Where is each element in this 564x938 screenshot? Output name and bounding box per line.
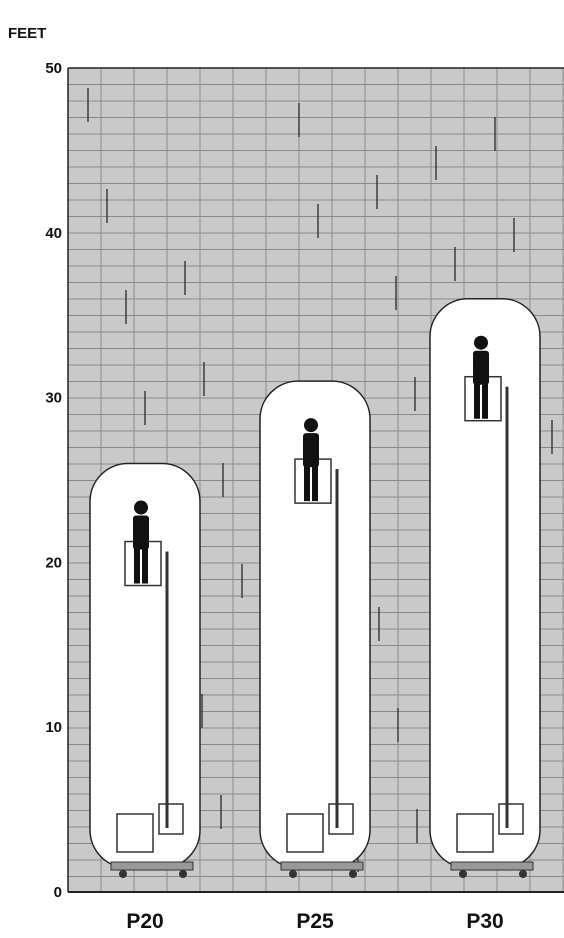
wheel-icon xyxy=(179,870,187,878)
bar-p30 xyxy=(429,297,541,878)
lift-control-box-icon xyxy=(498,803,524,835)
person-torso-icon xyxy=(133,515,149,550)
bar-p25 xyxy=(259,380,371,878)
person-leg-icon xyxy=(312,465,318,502)
person-head-icon xyxy=(134,500,148,515)
lift-chassis-icon xyxy=(280,861,364,871)
wheel-icon xyxy=(349,870,357,878)
wheel-icon xyxy=(119,870,127,878)
person-head-icon xyxy=(304,418,318,433)
wheel-icon xyxy=(459,870,467,878)
person-leg-icon xyxy=(142,547,148,584)
wheel-icon xyxy=(289,870,297,878)
person-leg-icon xyxy=(134,547,140,584)
wheel-icon xyxy=(519,870,527,878)
y-tick-label: 20 xyxy=(45,554,62,571)
y-tick-label: 50 xyxy=(45,60,62,77)
person-leg-icon xyxy=(482,382,488,419)
lift-base-icon xyxy=(286,813,324,853)
lift-control-box-icon xyxy=(328,803,354,835)
person-leg-icon xyxy=(474,382,480,419)
lift-base-icon xyxy=(456,813,494,853)
y-ticks: 0 10 20 30 40 50 xyxy=(45,60,62,901)
x-category-label: P30 xyxy=(466,910,503,933)
person-leg-icon xyxy=(304,465,310,502)
y-axis-label: FEET xyxy=(8,25,46,42)
lift-chassis-icon xyxy=(450,861,534,871)
y-tick-label: 0 xyxy=(54,884,62,901)
y-tick-label: 40 xyxy=(45,225,62,242)
lift-control-box-icon xyxy=(158,803,184,835)
person-head-icon xyxy=(474,335,488,350)
bars xyxy=(89,297,541,878)
x-labels: P20 P25 P30 xyxy=(126,910,503,933)
x-category-label: P20 xyxy=(126,910,163,933)
person-torso-icon xyxy=(473,350,489,385)
person-torso-icon xyxy=(303,433,319,468)
y-tick-label: 30 xyxy=(45,390,62,407)
bar-p20 xyxy=(89,462,201,878)
x-category-label: P25 xyxy=(296,910,334,933)
lift-base-icon xyxy=(116,813,154,853)
lift-chassis-icon xyxy=(110,861,194,871)
y-tick-label: 10 xyxy=(45,719,62,736)
